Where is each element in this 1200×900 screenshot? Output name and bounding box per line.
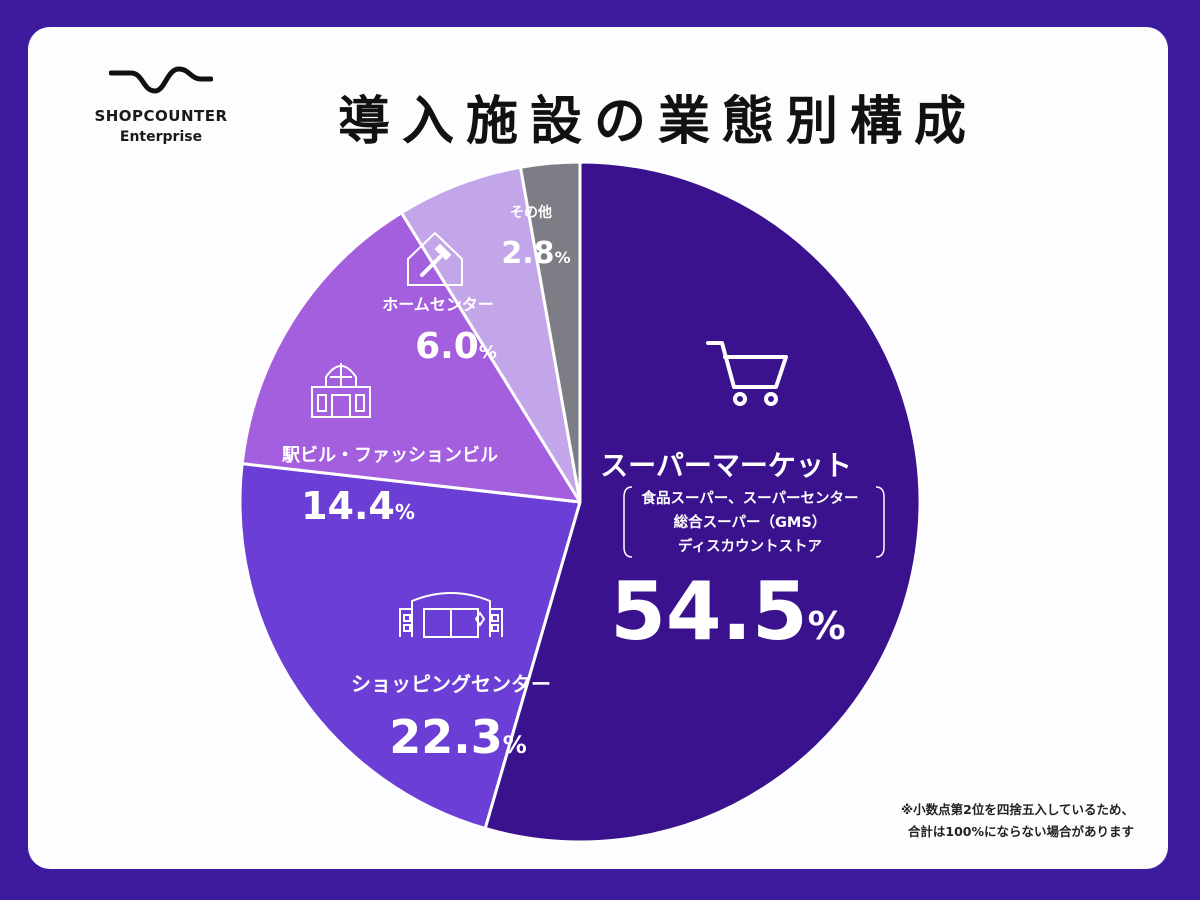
- shopping-center-icon: [399, 592, 503, 638]
- value-station-fashion: 14.4: [301, 484, 395, 528]
- unit-home-center: %: [479, 342, 497, 363]
- unit-station-fashion: %: [395, 500, 415, 524]
- slice-label-station-fashion: 駅ビル・ファッションビル: [281, 445, 498, 466]
- slice-label-home-center: ホームセンター: [382, 295, 494, 314]
- wave-logo-icon: [109, 66, 213, 94]
- unit-supermarket: %: [808, 604, 846, 648]
- slice-value-supermarket: 54.5%: [610, 565, 845, 658]
- pie-slice-supermarket: [483, 160, 922, 844]
- slice-value-shopping-center: 22.3%: [389, 710, 527, 764]
- slice-label-supermarket: スーパーマーケット: [600, 449, 852, 482]
- sub-label-bracket-left: [623, 486, 633, 558]
- hammer-house-icon: [407, 231, 463, 286]
- supermarket-cart-icon: [706, 341, 788, 406]
- unit-shopping-center: %: [503, 731, 527, 759]
- value-supermarket: 54.5: [610, 565, 807, 658]
- pie-slice-shopping-center: [238, 462, 582, 830]
- sub-label-3: ディスカウントストア: [678, 537, 822, 555]
- slice-value-home-center: 6.0%: [415, 326, 497, 367]
- slice-label-other: その他: [510, 204, 552, 221]
- pie-chart: スーパーマーケット 食品スーパー、スーパーセンター 総合スーパー（GMS） ディ…: [238, 160, 922, 844]
- footnote-line-2: 合計は100%にならない場合があります: [907, 824, 1134, 839]
- slice-value-station-fashion: 14.4%: [301, 484, 415, 528]
- footnote: ※小数点第2位を四捨五入しているため、 合計は100%にならない場合があります: [901, 799, 1134, 843]
- pie-slice-station-fashion: [240, 211, 582, 504]
- pie-slice-other: [518, 160, 582, 504]
- slice-value-other: 2.8%: [501, 236, 570, 271]
- building-icon: [311, 363, 371, 418]
- value-home-center: 6.0: [415, 326, 479, 367]
- footnote-line-1: ※小数点第2位を四捨五入しているため、: [901, 802, 1134, 817]
- card: SHOPCOUNTER Enterprise 導入施設の業態別構成 スーパーマー…: [28, 27, 1168, 869]
- sub-label-2: 総合スーパー（GMS）: [674, 513, 827, 531]
- value-other: 2.8: [501, 236, 554, 271]
- logo-name: SHOPCOUNTER: [94, 107, 228, 125]
- page-title: 導入施設の業態別構成: [337, 92, 978, 152]
- logo-sub: Enterprise: [119, 129, 203, 145]
- sub-label-bracket-right: [875, 486, 885, 558]
- value-shopping-center: 22.3: [389, 710, 503, 764]
- slice-label-shopping-center: ショッピングセンター: [351, 672, 551, 696]
- unit-other: %: [555, 248, 571, 267]
- sub-label-1: 食品スーパー、スーパーセンター: [641, 489, 858, 507]
- logo: SHOPCOUNTER Enterprise: [86, 63, 236, 145]
